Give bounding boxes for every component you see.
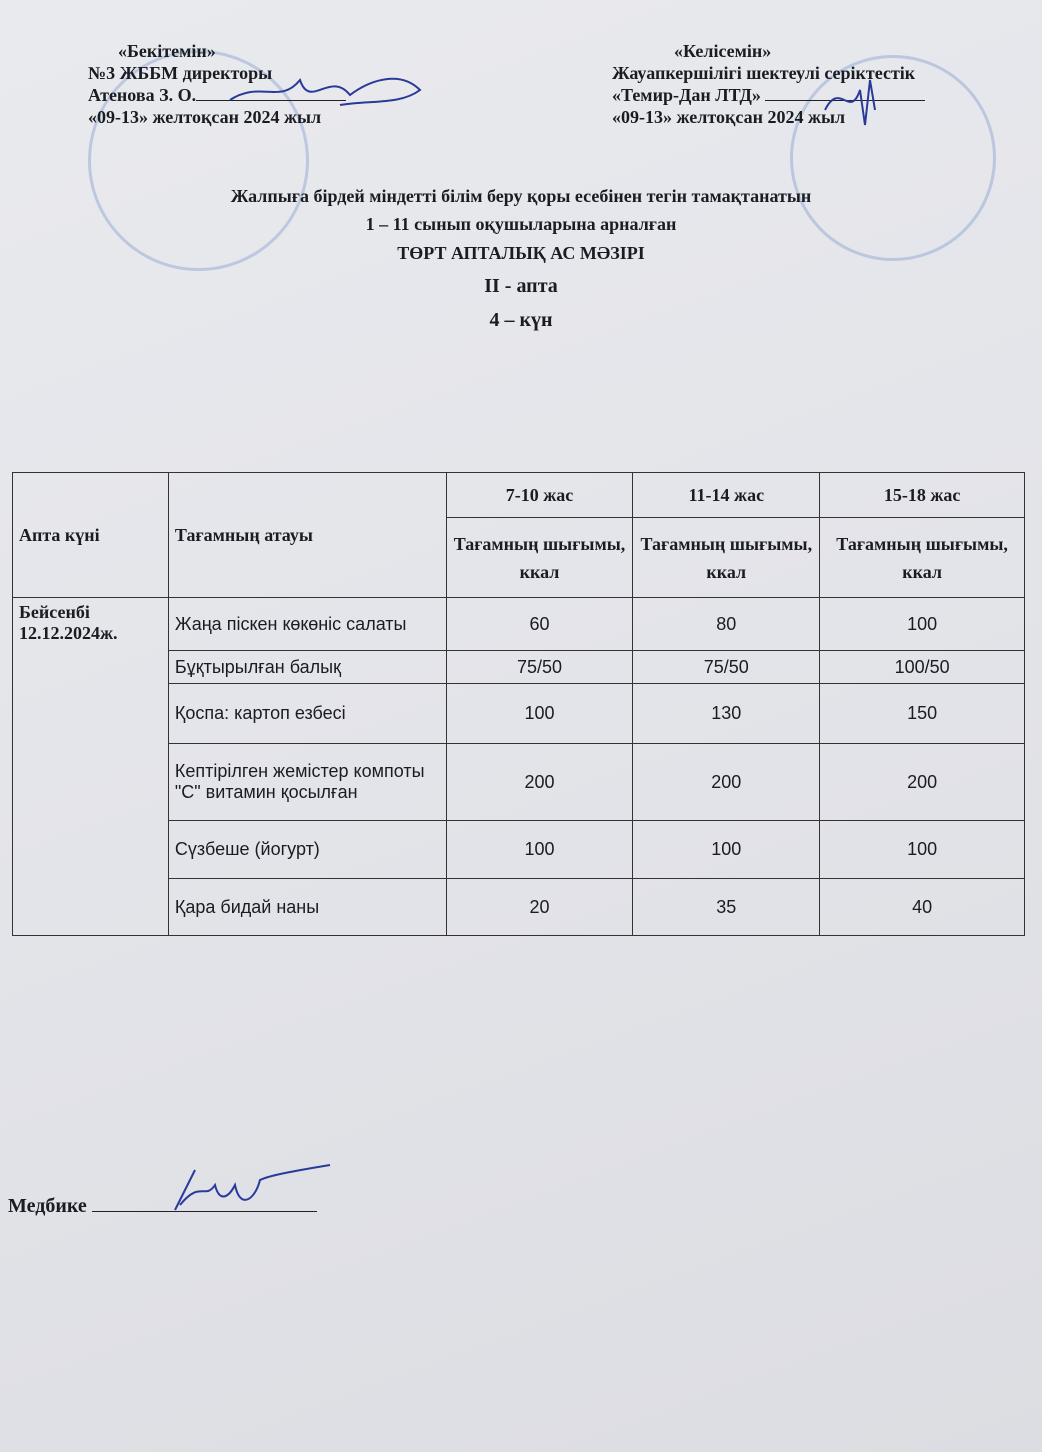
table-row: Бұқтырылған балық 75/50 75/50 100/50 xyxy=(13,650,1025,684)
week-label: II - апта xyxy=(484,275,558,297)
dish-name: Сүзбеше (йогурт) xyxy=(167,820,447,879)
approval-title: «Бекітемін» xyxy=(118,41,216,61)
value-cell: 75/50 xyxy=(445,650,634,684)
nurse-label: Медбике xyxy=(8,1195,87,1217)
day-date: 12.12.2024ж. xyxy=(19,623,118,643)
value-cell: 200 xyxy=(445,743,634,821)
value-cell: 130 xyxy=(632,683,821,744)
company-signature xyxy=(824,79,876,126)
value-cell: 75/50 xyxy=(632,650,821,684)
value-cell: 200 xyxy=(819,743,1025,821)
header-dish: Тағамның атауы xyxy=(167,472,447,598)
approval-date: «09-13» желтоқсан 2024 жыл xyxy=(88,107,322,127)
heading-title: ТӨРТ АПТАЛЫҚ АС МӘЗІРІ xyxy=(397,243,645,263)
approval-line1: №3 ЖББМ директоры xyxy=(88,63,273,83)
value-cell: 80 xyxy=(632,597,821,651)
table-row: Бейсенбі 12.12.2024ж. Жаңа піскен көкөніс… xyxy=(12,597,1025,936)
header-yield: Тағамның шығымы, ккал xyxy=(819,517,1025,598)
table-row: Қара бидай наны 20 35 40 xyxy=(13,878,1025,936)
value-cell: 100 xyxy=(819,597,1025,651)
agreement-title: «Келісемін» xyxy=(674,41,772,61)
dish-name: Қара бидай наны xyxy=(167,878,447,936)
agreement-block: «Келісемін» Жауапкершілігі шектеулі сері… xyxy=(612,40,926,128)
heading-line2: 1 – 11 сынып оқушыларына арналған xyxy=(365,214,677,234)
value-cell: 100 xyxy=(445,820,634,879)
menu-table: Апта күні Тағамның атауы 7-10 жас 11-14 … xyxy=(12,472,1025,936)
value-cell: 150 xyxy=(819,683,1025,744)
dish-name: Кептірілген жемістер компоты "С" витамин… xyxy=(167,743,447,821)
value-cell: 100/50 xyxy=(819,650,1025,684)
day-name: Бейсенбі xyxy=(19,602,90,622)
company-stamp xyxy=(790,55,996,261)
header-age: 15-18 жас xyxy=(819,472,1025,518)
value-cell: 100 xyxy=(819,820,1025,879)
value-cell: 60 xyxy=(445,597,634,651)
value-cell: 100 xyxy=(632,820,821,879)
day-cell: Бейсенбі 12.12.2024ж. xyxy=(12,597,169,936)
dish-name: Жаңа піскен көкөніс салаты xyxy=(167,597,447,651)
dish-name: Қоспа: картоп езбесі xyxy=(167,683,447,744)
table-row: Қоспа: картоп езбесі 100 130 150 xyxy=(13,683,1025,744)
approval-block: «Бекітемін» №3 ЖББМ директоры Атенова З.… xyxy=(88,40,347,128)
header-yield: Тағамның шығымы, ккал xyxy=(632,517,821,598)
agreement-date: «09-13» желтоқсан 2024 жыл xyxy=(612,107,846,127)
agreement-line1: Жауапкершілігі шектеулі серіктестік xyxy=(612,63,916,83)
value-cell: 40 xyxy=(819,878,1025,936)
header-age: 11-14 жас xyxy=(632,472,821,518)
nurse-line: Медбике xyxy=(8,1195,317,1217)
value-cell: 200 xyxy=(632,743,821,821)
nurse-signature xyxy=(174,1164,331,1211)
value-cell: 20 xyxy=(445,878,634,936)
day-label: 4 – күн xyxy=(489,309,553,331)
school-stamp xyxy=(88,50,309,271)
heading-line1: Жалпыға бірдей міндетті білім беру қоры … xyxy=(230,186,812,206)
value-cell: 100 xyxy=(445,683,634,744)
table-row: Кептірілген жемістер компоты "С" витамин… xyxy=(13,743,1025,821)
header-yield: Тағамның шығымы, ккал xyxy=(445,517,634,598)
approval-line2: Атенова З. О. xyxy=(88,84,347,106)
header-day: Апта күні xyxy=(12,472,169,598)
value-cell: 35 xyxy=(632,878,821,936)
header-age: 7-10 жас xyxy=(445,472,634,518)
director-signature xyxy=(229,77,422,106)
dish-name: Бұқтырылған балық xyxy=(167,650,447,684)
